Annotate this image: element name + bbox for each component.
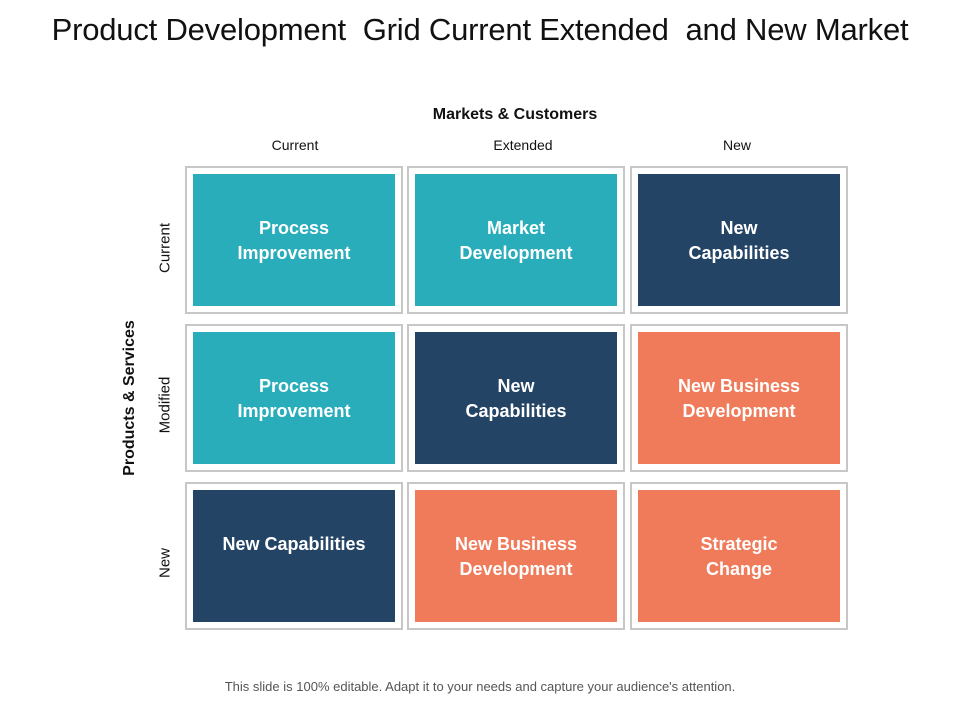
row-header-current-label: Current [157, 223, 174, 273]
grid-cell-frame: New Business Development [630, 324, 848, 472]
grid-cell-current-current: Process Improvement [193, 174, 395, 306]
row-header-new-label: New [157, 548, 174, 578]
column-header-new: New [628, 137, 846, 153]
grid-cell-frame: New Capabilities [185, 482, 403, 630]
grid-cell-modified-extended: New Capabilities [415, 332, 617, 464]
grid-cell-frame: New Business Development [407, 482, 625, 630]
grid-cell-modified-new: New Business Development [638, 332, 840, 464]
page-title: Product Development Grid Current Extende… [0, 12, 960, 48]
grid-cell-frame: Strategic Change [630, 482, 848, 630]
grid-cell-frame: Market Development [407, 166, 625, 314]
grid-cell-modified-current: Process Improvement [193, 332, 395, 464]
grid-cell-new-current: New Capabilities [193, 490, 395, 622]
markets-customers-axis-title: Markets & Customers [320, 106, 710, 124]
column-header-current: Current [186, 137, 404, 153]
grid-cell-new-new: Strategic Change [638, 490, 840, 622]
row-header-modified-label: Modified [157, 377, 174, 434]
grid-cell-frame: Process Improvement [185, 324, 403, 472]
column-header-extended: Extended [414, 137, 632, 153]
footer-note: This slide is 100% editable. Adapt it to… [0, 679, 960, 694]
grid-cell-current-new: New Capabilities [638, 174, 840, 306]
grid-cell-current-extended: Market Development [415, 174, 617, 306]
grid-cell-frame: New Capabilities [630, 166, 848, 314]
grid-cell-frame: Process Improvement [185, 166, 403, 314]
grid-cell-new-extended: New Business Development [415, 490, 617, 622]
products-services-axis-label: Products & Services [121, 320, 139, 476]
grid-cell-frame: New Capabilities [407, 324, 625, 472]
